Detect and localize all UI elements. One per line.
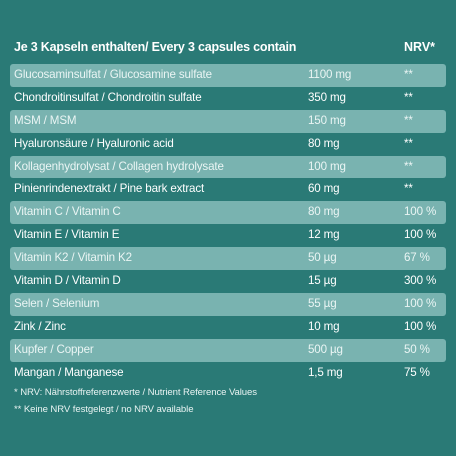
nutrient-name: Hyaluronsäure / Hyaluronic acid: [14, 136, 174, 150]
nutrient-name: Zink / Zinc: [14, 319, 66, 333]
nutrient-name: MSM / MSM: [14, 113, 77, 127]
nutrient-amount: 100 mg: [308, 159, 346, 173]
footnote-no-nrv: ** Keine NRV festgelegt / no NRV availab…: [14, 404, 194, 415]
nutrient-name: Vitamin E / Vitamin E: [14, 228, 120, 242]
header-title: Je 3 Kapseln enthalten/ Every 3 capsules…: [14, 40, 297, 54]
table-row: Selen / Selenium 55 µg 100 %: [10, 292, 446, 316]
header-nrv-label: NRV*: [404, 40, 436, 54]
nutrient-nrv: 100 %: [404, 296, 437, 310]
nutrient-amount: 15 µg: [308, 274, 337, 288]
nutrient-name: Chondroitinsulfat / Chondroitin sulfate: [14, 90, 202, 104]
nutrient-amount: 80 mg: [308, 136, 340, 150]
table-row: Glucosaminsulfat / Glucosamine sulfate 1…: [10, 64, 446, 87]
nutrient-nrv: 300 %: [404, 274, 437, 288]
table-row: Vitamin D / Vitamin D 15 µg 300 %: [10, 270, 446, 293]
table-row: Pinienrindenextrakt / Pine bark extract …: [10, 178, 446, 201]
nutrient-name: Mangan / Manganese: [14, 365, 124, 379]
nutrient-name: Kupfer / Copper: [14, 342, 94, 356]
nutrient-amount: 12 mg: [308, 228, 340, 242]
nutrient-amount: 500 µg: [308, 342, 343, 356]
nutrient-nrv: **: [404, 136, 413, 150]
nutrient-name: Vitamin C / Vitamin C: [14, 205, 121, 219]
nutrient-name: Selen / Selenium: [14, 296, 100, 310]
footnote-nrv: * NRV: Nährstoffreferenzwerte / Nutrient…: [14, 387, 257, 398]
nutrient-name: Vitamin D / Vitamin D: [14, 274, 121, 288]
nutrient-amount: 1,5 mg: [308, 365, 343, 379]
nutrient-name: Pinienrindenextrakt / Pine bark extract: [14, 182, 205, 196]
nutrient-nrv: 75 %: [404, 365, 430, 379]
nutrient-nrv: 67 %: [404, 251, 430, 265]
table-row: Vitamin E / Vitamin E 12 mg 100 %: [10, 224, 446, 247]
nutrient-nrv: **: [404, 113, 413, 127]
nutrient-name: Glucosaminsulfat / Glucosamine sulfate: [14, 68, 212, 81]
nutrient-nrv: **: [404, 90, 413, 104]
nutrient-amount: 1100 mg: [308, 68, 352, 81]
table-row: Chondroitinsulfat / Chondroitin sulfate …: [10, 87, 446, 110]
table-row: MSM / MSM 150 mg **: [10, 109, 446, 133]
nutrient-amount: 80 mg: [308, 205, 340, 219]
nutrient-name: Vitamin K2 / Vitamin K2: [14, 251, 132, 265]
table-row: Kollagenhydrolysat / Collagen hydrolysat…: [10, 155, 446, 179]
nutrient-amount: 50 µg: [308, 251, 337, 265]
nutrient-amount: 350 mg: [308, 90, 346, 104]
table-header: Je 3 Kapseln enthalten/ Every 3 capsules…: [10, 40, 446, 58]
nutrient-name: Kollagenhydrolysat / Collagen hydrolysat…: [14, 159, 224, 173]
nutrient-nrv: 100 %: [404, 319, 437, 333]
table-row: Vitamin C / Vitamin C 80 mg 100 %: [10, 201, 446, 225]
nutrient-nrv: **: [404, 182, 413, 196]
table-row: Mangan / Manganese 1,5 mg 75 %: [10, 362, 446, 385]
table-row: Hyaluronsäure / Hyaluronic acid 80 mg **: [10, 133, 446, 156]
nutrient-nrv: 100 %: [404, 205, 437, 219]
nutrient-amount: 10 mg: [308, 319, 340, 333]
nutrient-amount: 60 mg: [308, 182, 340, 196]
nutrient-table: Glucosaminsulfat / Glucosamine sulfate 1…: [10, 64, 446, 384]
footnotes: * NRV: Nährstoffreferenzwerte / Nutrient…: [14, 387, 444, 421]
nutrient-amount: 150 mg: [308, 113, 346, 127]
table-row: Vitamin K2 / Vitamin K2 50 µg 67 %: [10, 247, 446, 271]
nutrient-nrv: 50 %: [404, 342, 430, 356]
nutrient-nrv: **: [404, 159, 413, 173]
table-row: Zink / Zinc 10 mg 100 %: [10, 316, 446, 339]
nutrient-nrv: **: [404, 68, 413, 81]
table-row: Kupfer / Copper 500 µg 50 %: [10, 338, 446, 362]
nutrient-nrv: 100 %: [404, 228, 437, 242]
nutrient-amount: 55 µg: [308, 296, 337, 310]
